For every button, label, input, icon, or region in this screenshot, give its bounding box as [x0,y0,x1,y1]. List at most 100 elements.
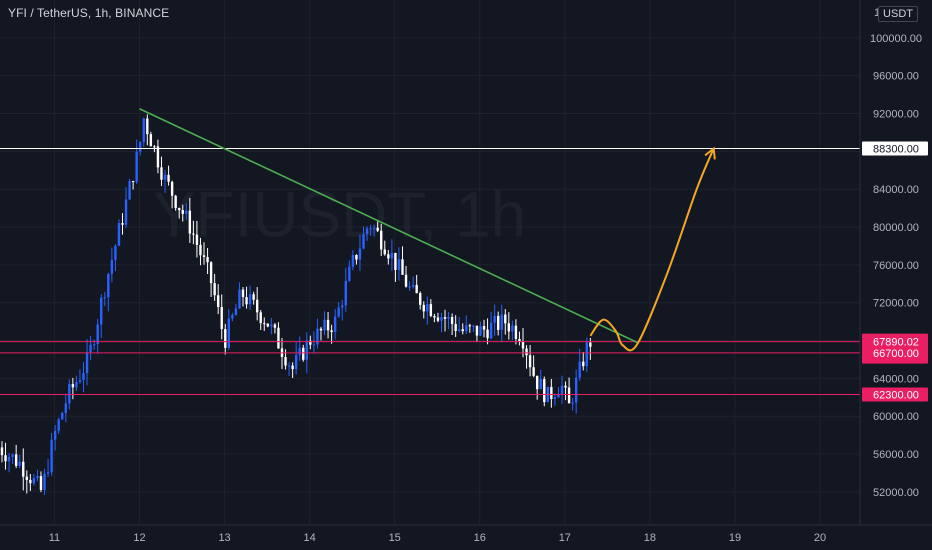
candle-body [14,454,18,466]
candle-body [461,329,464,332]
candle-body [411,284,415,287]
x-tick-label: 11 [49,532,60,544]
candle-body [199,244,202,256]
candle-body [380,230,383,250]
candle-body [528,355,532,368]
candle-body [273,324,277,328]
candle-body [64,403,67,414]
candle-body [128,181,131,200]
candle-body [25,476,28,480]
candle-body [514,325,518,339]
candle-body [355,255,358,260]
price-label-support-mid-text: 66700.00 [873,348,919,360]
candle-body [245,297,248,305]
price-label-resistance-text: 88300.00 [873,144,919,156]
candle-body [454,323,457,331]
candle-body [0,447,4,456]
candle-body [287,365,291,367]
candle-body [36,476,39,478]
x-tick-label: 14 [304,532,316,544]
currency-badge[interactable]: USDT [878,6,918,22]
candle-body [57,419,60,431]
candle-body [337,307,340,317]
candle-body [408,286,411,288]
candle-body [174,195,177,209]
candle-body [146,118,149,135]
candle-body [433,315,436,318]
candle-body [78,380,82,382]
candle-body [589,342,592,347]
candle-body [22,461,25,477]
candle-body [53,430,57,440]
y-tick-label: 84000.00 [873,184,919,196]
x-tick-label: 15 [389,532,401,544]
candle-body [178,208,181,211]
candle-body [557,393,560,398]
candle-body [188,210,192,234]
candle-body [323,319,326,331]
candle-body [560,385,564,394]
y-tick-label: 96000.00 [873,71,919,83]
candle-body [46,472,50,474]
price-label-support-lower-bg [862,387,928,402]
candle-body [358,248,362,260]
candle-body [220,306,223,330]
candle-body [447,316,450,319]
candle-body [344,280,347,306]
candle-body [100,297,103,325]
candle-body [238,289,241,309]
candle-body [468,325,472,327]
candle-body [29,479,32,484]
projection-path [589,148,715,352]
candle-body [71,384,75,388]
y-tick-label: 72000.00 [873,298,919,310]
candle-body [390,252,394,259]
candle-body [443,317,447,319]
y-tick-label: 56000.00 [873,449,919,461]
candle-body [227,318,231,348]
candle-body [550,386,553,400]
candle-body [284,356,287,366]
x-tick-label: 16 [474,532,486,544]
candle-body [248,294,252,305]
candle-body [266,323,270,327]
candle-body [319,328,323,331]
candle-body [348,266,351,281]
candle-body [521,341,525,349]
candle-body [241,289,245,298]
candle-body [209,262,213,284]
y-tick-label: 76000.00 [873,260,919,272]
candle-body [110,259,114,274]
candle-body [195,234,199,245]
candle-body [149,134,153,147]
candle-body [585,342,589,367]
y-tick-label: 100000.00 [870,33,922,45]
candle-body [167,174,170,182]
candle-body [362,234,365,249]
candle-body [330,330,333,333]
candle-body [270,324,273,327]
candle-body [479,326,482,336]
candle-body [500,314,503,330]
candle-body [532,367,535,376]
candle-body [305,340,308,360]
candle-body [507,323,511,332]
candle-body [163,174,167,180]
candle-body [213,283,216,296]
candle-body [535,375,539,390]
candle-body [92,344,96,346]
candle-body [139,142,142,152]
y-tick-label: 80000.00 [873,222,919,234]
x-tick-label: 12 [133,532,145,544]
candle-body [206,256,209,263]
x-tick-label: 18 [644,532,656,544]
candle-body [75,381,78,388]
candle-body [43,473,46,490]
candle-body [259,312,262,324]
candle-body [326,319,330,331]
candle-body [4,455,7,462]
price-label-support-mid-bg [862,345,928,360]
